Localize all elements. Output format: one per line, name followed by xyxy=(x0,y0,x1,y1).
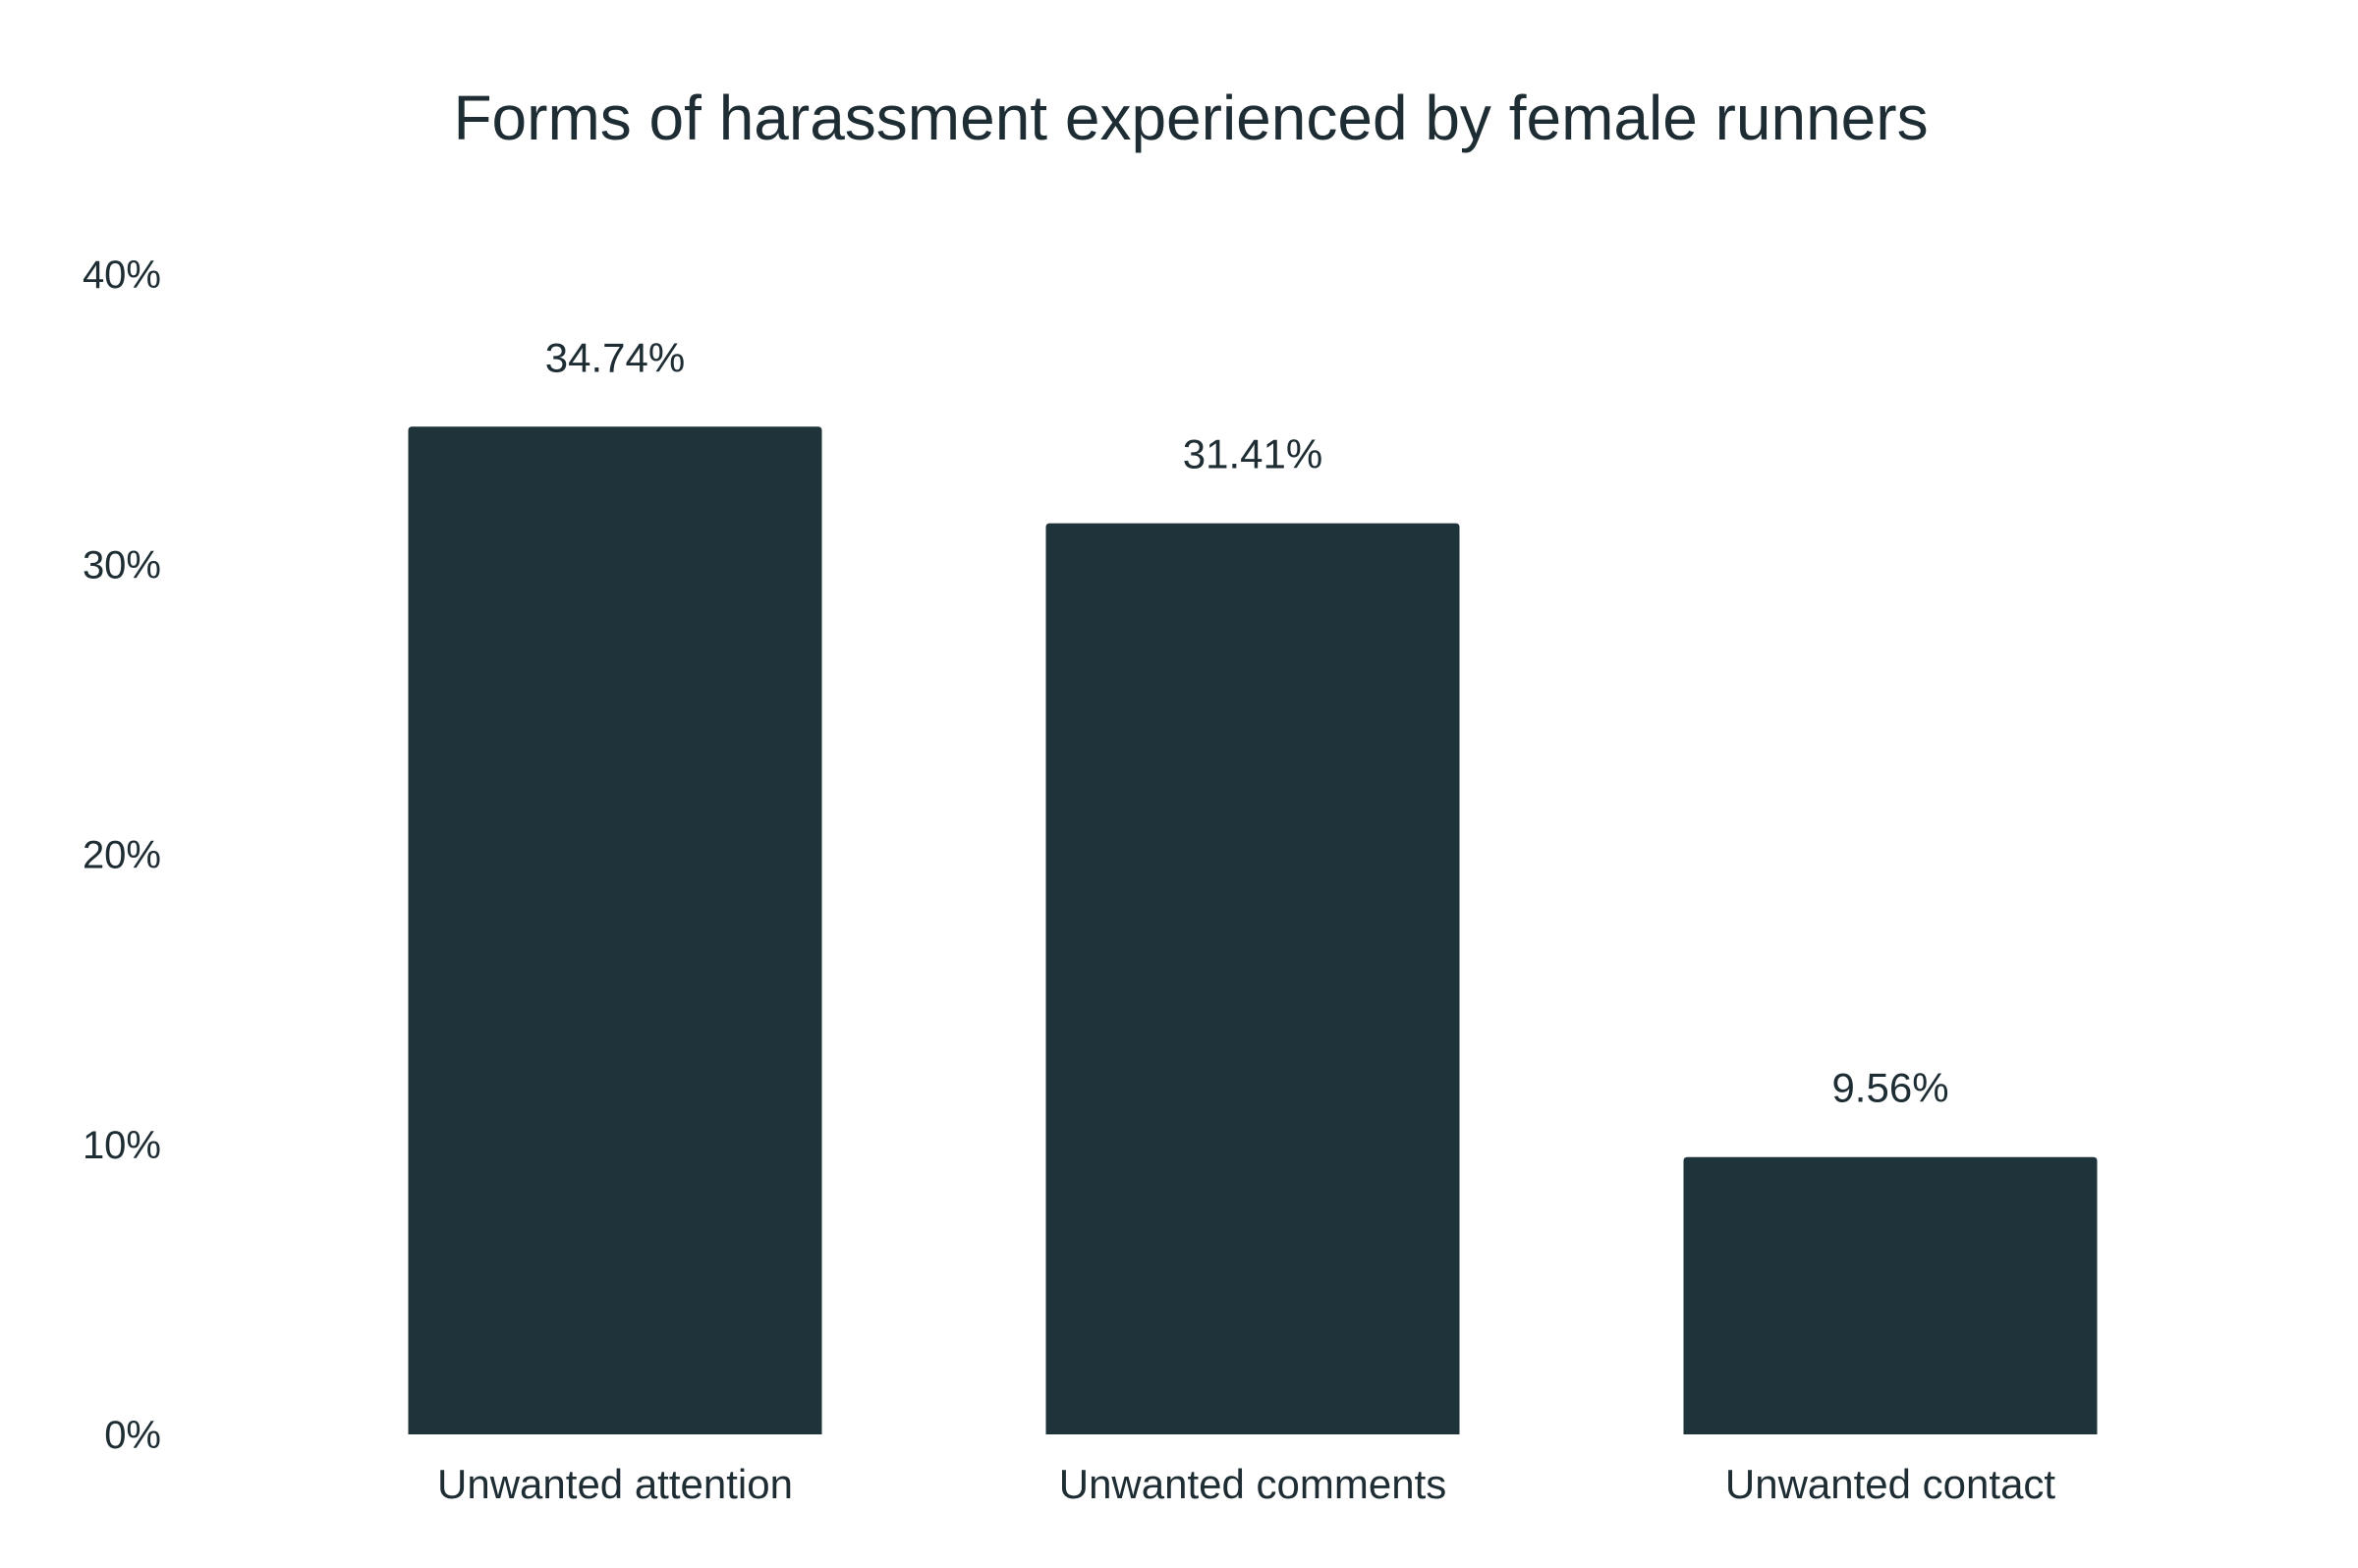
y-tick-label: 0% xyxy=(104,1414,161,1457)
bar-value-label: 31.41% xyxy=(1183,431,1322,477)
bars xyxy=(408,426,2098,1434)
y-axis-ticks: 0% 10% 20% 30% 40% xyxy=(83,253,161,1457)
chart-title: Forms of harassment experienced by femal… xyxy=(453,83,1928,153)
x-category-label: Unwanted attention xyxy=(437,1461,793,1507)
bar xyxy=(1683,1156,2098,1434)
value-labels: 34.74% 31.41% 9.56% xyxy=(545,334,1949,1110)
y-tick-label: 10% xyxy=(83,1124,161,1167)
x-category-label: Unwanted comments xyxy=(1059,1461,1447,1507)
x-axis-category-labels: Unwanted attention Unwanted comments Unwan… xyxy=(437,1461,2055,1507)
bar-value-label: 34.74% xyxy=(545,334,685,380)
y-tick-label: 30% xyxy=(83,543,161,587)
bar xyxy=(1045,523,1460,1434)
x-category-label: Unwanted contact xyxy=(1725,1461,2056,1507)
y-tick-label: 40% xyxy=(83,253,161,297)
bar xyxy=(408,426,822,1434)
y-tick-label: 20% xyxy=(83,834,161,877)
bar-value-label: 9.56% xyxy=(1831,1065,1948,1111)
